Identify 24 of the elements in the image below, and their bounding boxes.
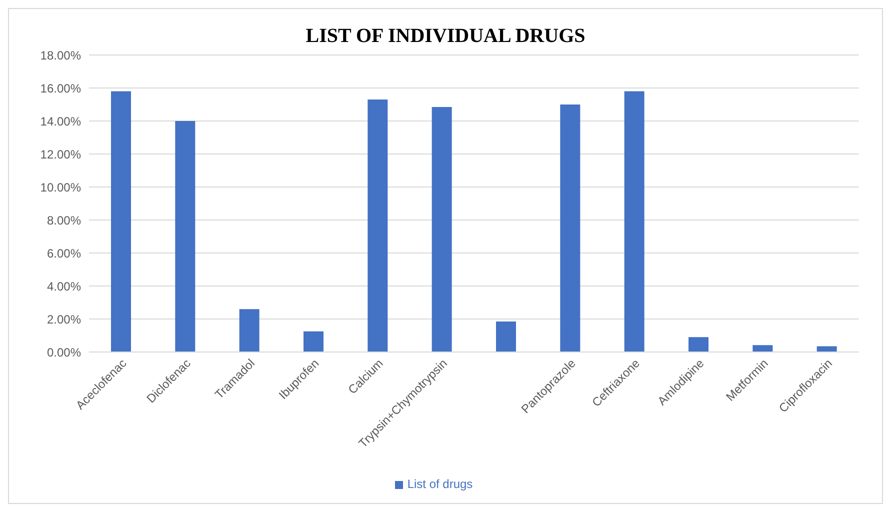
bar	[368, 100, 388, 352]
bar	[239, 309, 260, 352]
y-tick-label: 12.00%	[40, 147, 82, 162]
bar	[688, 337, 708, 352]
bar	[111, 91, 131, 352]
y-tick-label: 4.00%	[46, 279, 82, 294]
y-tick-label: 10.00%	[40, 180, 82, 194]
y-tick-label: 8.00%	[46, 213, 82, 228]
chart-title: LIST OF INDIVIDUAL DRUGS	[306, 25, 586, 47]
bar	[560, 104, 580, 352]
y-tick-label: 14.00%	[40, 114, 82, 128]
y-tick-label: 16.00%	[40, 81, 82, 96]
bar	[624, 91, 644, 352]
bar	[175, 121, 196, 352]
legend-label: List of drugs	[407, 477, 473, 491]
bar	[432, 106, 452, 352]
y-tick-label: 2.00%	[46, 312, 82, 326]
y-tick-label: 18.00%	[40, 48, 82, 62]
bar	[752, 345, 773, 352]
y-tick-label: 6.00%	[46, 246, 82, 260]
bar	[496, 321, 516, 352]
bar	[304, 331, 324, 352]
y-tick-label: 0.00%	[46, 345, 82, 360]
bar	[816, 346, 837, 352]
